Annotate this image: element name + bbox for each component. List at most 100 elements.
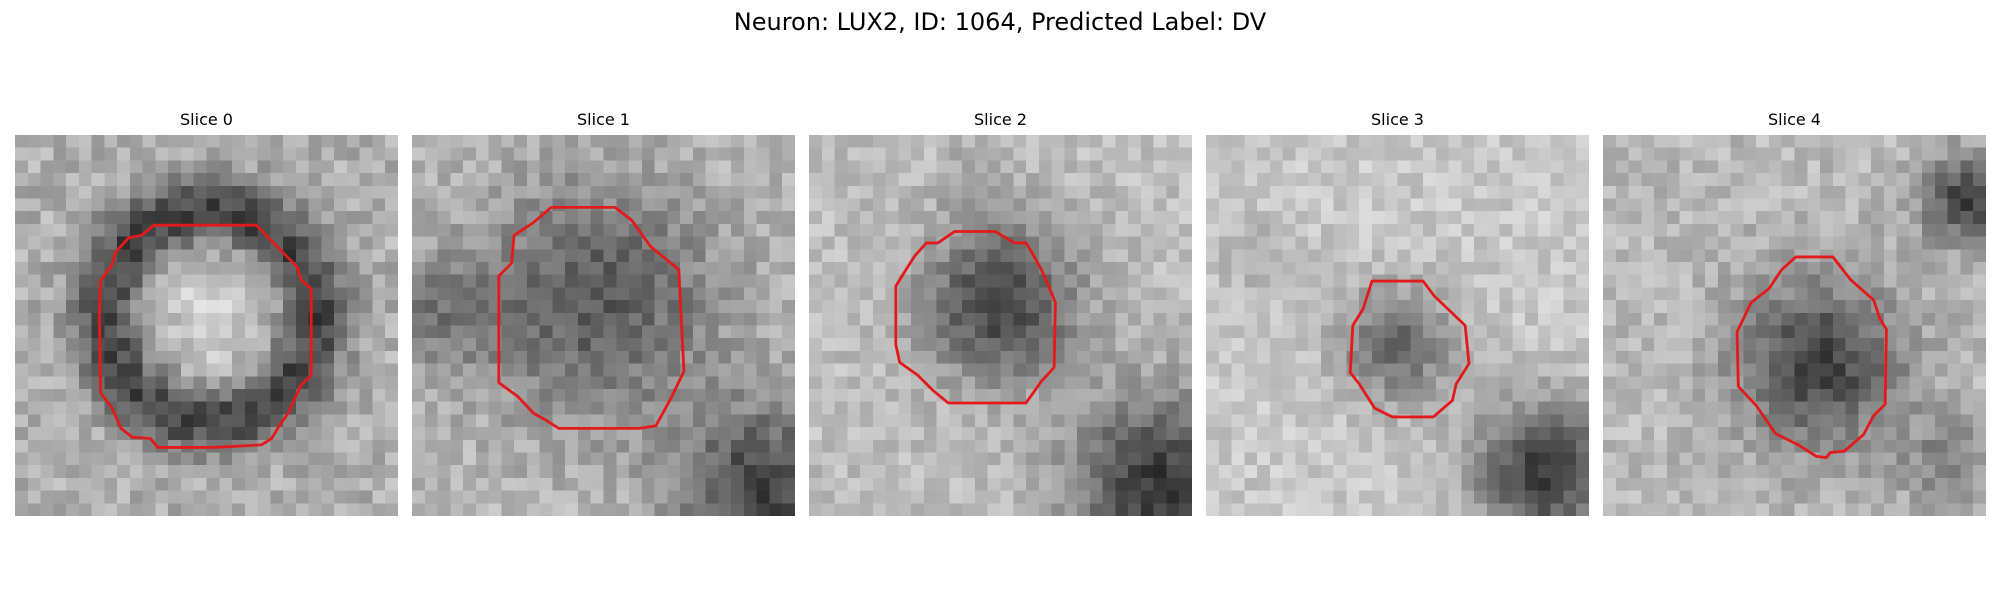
pixel — [1576, 350, 1589, 364]
pixel — [552, 389, 566, 402]
pixel — [346, 198, 360, 212]
pixel — [1576, 198, 1589, 212]
pixel — [1576, 185, 1589, 199]
pixel — [1603, 389, 1617, 402]
pixel — [565, 363, 579, 377]
pixel — [372, 477, 386, 491]
pixel — [1397, 135, 1411, 148]
pixel — [987, 147, 1001, 161]
pixel — [1359, 249, 1373, 263]
pixel — [1166, 262, 1180, 275]
pixel — [743, 325, 757, 339]
pixel — [1461, 211, 1475, 225]
pixel — [1871, 503, 1885, 516]
pixel — [1615, 376, 1629, 390]
pixel — [129, 135, 143, 148]
pixel — [603, 274, 617, 288]
pixel — [129, 147, 143, 161]
pixel — [257, 427, 271, 441]
pixel — [1077, 439, 1091, 453]
pixel — [782, 389, 795, 402]
pixel — [629, 490, 643, 504]
pixel — [257, 338, 271, 352]
pixel — [731, 198, 745, 212]
pixel — [898, 338, 912, 352]
pixel — [680, 376, 694, 390]
pixel — [53, 160, 67, 174]
pixel — [1013, 477, 1027, 491]
pixel — [1615, 135, 1629, 148]
pixel — [1576, 490, 1589, 504]
pixel — [1474, 350, 1488, 364]
pixel — [1461, 414, 1475, 428]
pixel — [1397, 249, 1411, 263]
pixel — [232, 503, 246, 516]
pixel — [949, 439, 963, 453]
pixel — [577, 503, 591, 516]
pixel — [1257, 363, 1271, 377]
pixel — [526, 414, 540, 428]
pixel — [1692, 414, 1706, 428]
pixel — [1525, 135, 1539, 148]
pixel — [1807, 135, 1821, 148]
pixel — [1486, 350, 1500, 364]
pixel — [232, 300, 246, 314]
pixel — [565, 173, 579, 187]
pixel — [15, 389, 29, 402]
pixel — [1166, 236, 1180, 250]
pixel — [1218, 490, 1232, 504]
pixel — [66, 274, 80, 288]
pixel — [1026, 262, 1040, 275]
pixel — [1115, 262, 1129, 275]
pixel — [1179, 376, 1192, 390]
pixel — [872, 173, 886, 187]
pixel — [1410, 211, 1424, 225]
pixel — [667, 427, 681, 441]
pixel — [180, 300, 194, 314]
pixel — [872, 376, 886, 390]
pixel — [501, 135, 515, 148]
pixel — [1038, 173, 1052, 187]
pixel — [1730, 452, 1744, 466]
pixel — [1308, 236, 1322, 250]
pixel — [1858, 147, 1872, 161]
pixel — [834, 223, 848, 237]
pixel — [1692, 287, 1706, 301]
pixel — [667, 262, 681, 275]
pixel — [860, 477, 874, 491]
pixel — [1922, 452, 1936, 466]
pixel — [1705, 236, 1719, 250]
pixel — [437, 312, 451, 326]
pixel — [680, 439, 694, 453]
pixel — [219, 325, 233, 339]
pixel — [1743, 503, 1757, 516]
pixel — [769, 185, 783, 199]
pixel — [590, 427, 604, 441]
pixel — [1756, 185, 1770, 199]
pixel — [1102, 503, 1116, 516]
pixel — [1666, 211, 1680, 225]
pixel — [1359, 312, 1373, 326]
pixel — [1730, 503, 1744, 516]
pixel — [911, 198, 925, 212]
pixel — [1768, 211, 1782, 225]
pixel — [1410, 439, 1424, 453]
pixel — [270, 465, 284, 479]
pixel — [1474, 376, 1488, 390]
pixel — [308, 198, 322, 212]
pixel — [1883, 160, 1897, 174]
pixel — [1371, 414, 1385, 428]
pixel — [641, 477, 655, 491]
pixel — [1934, 249, 1948, 263]
pixel — [1922, 160, 1936, 174]
pixel — [1244, 414, 1258, 428]
pixel — [949, 427, 963, 441]
pixel — [1410, 300, 1424, 314]
pixel — [1666, 439, 1680, 453]
pixel — [1179, 262, 1192, 275]
pixel — [769, 325, 783, 339]
pixel — [1743, 249, 1757, 263]
pixel — [898, 223, 912, 237]
pixel — [667, 325, 681, 339]
pixel — [1922, 427, 1936, 441]
